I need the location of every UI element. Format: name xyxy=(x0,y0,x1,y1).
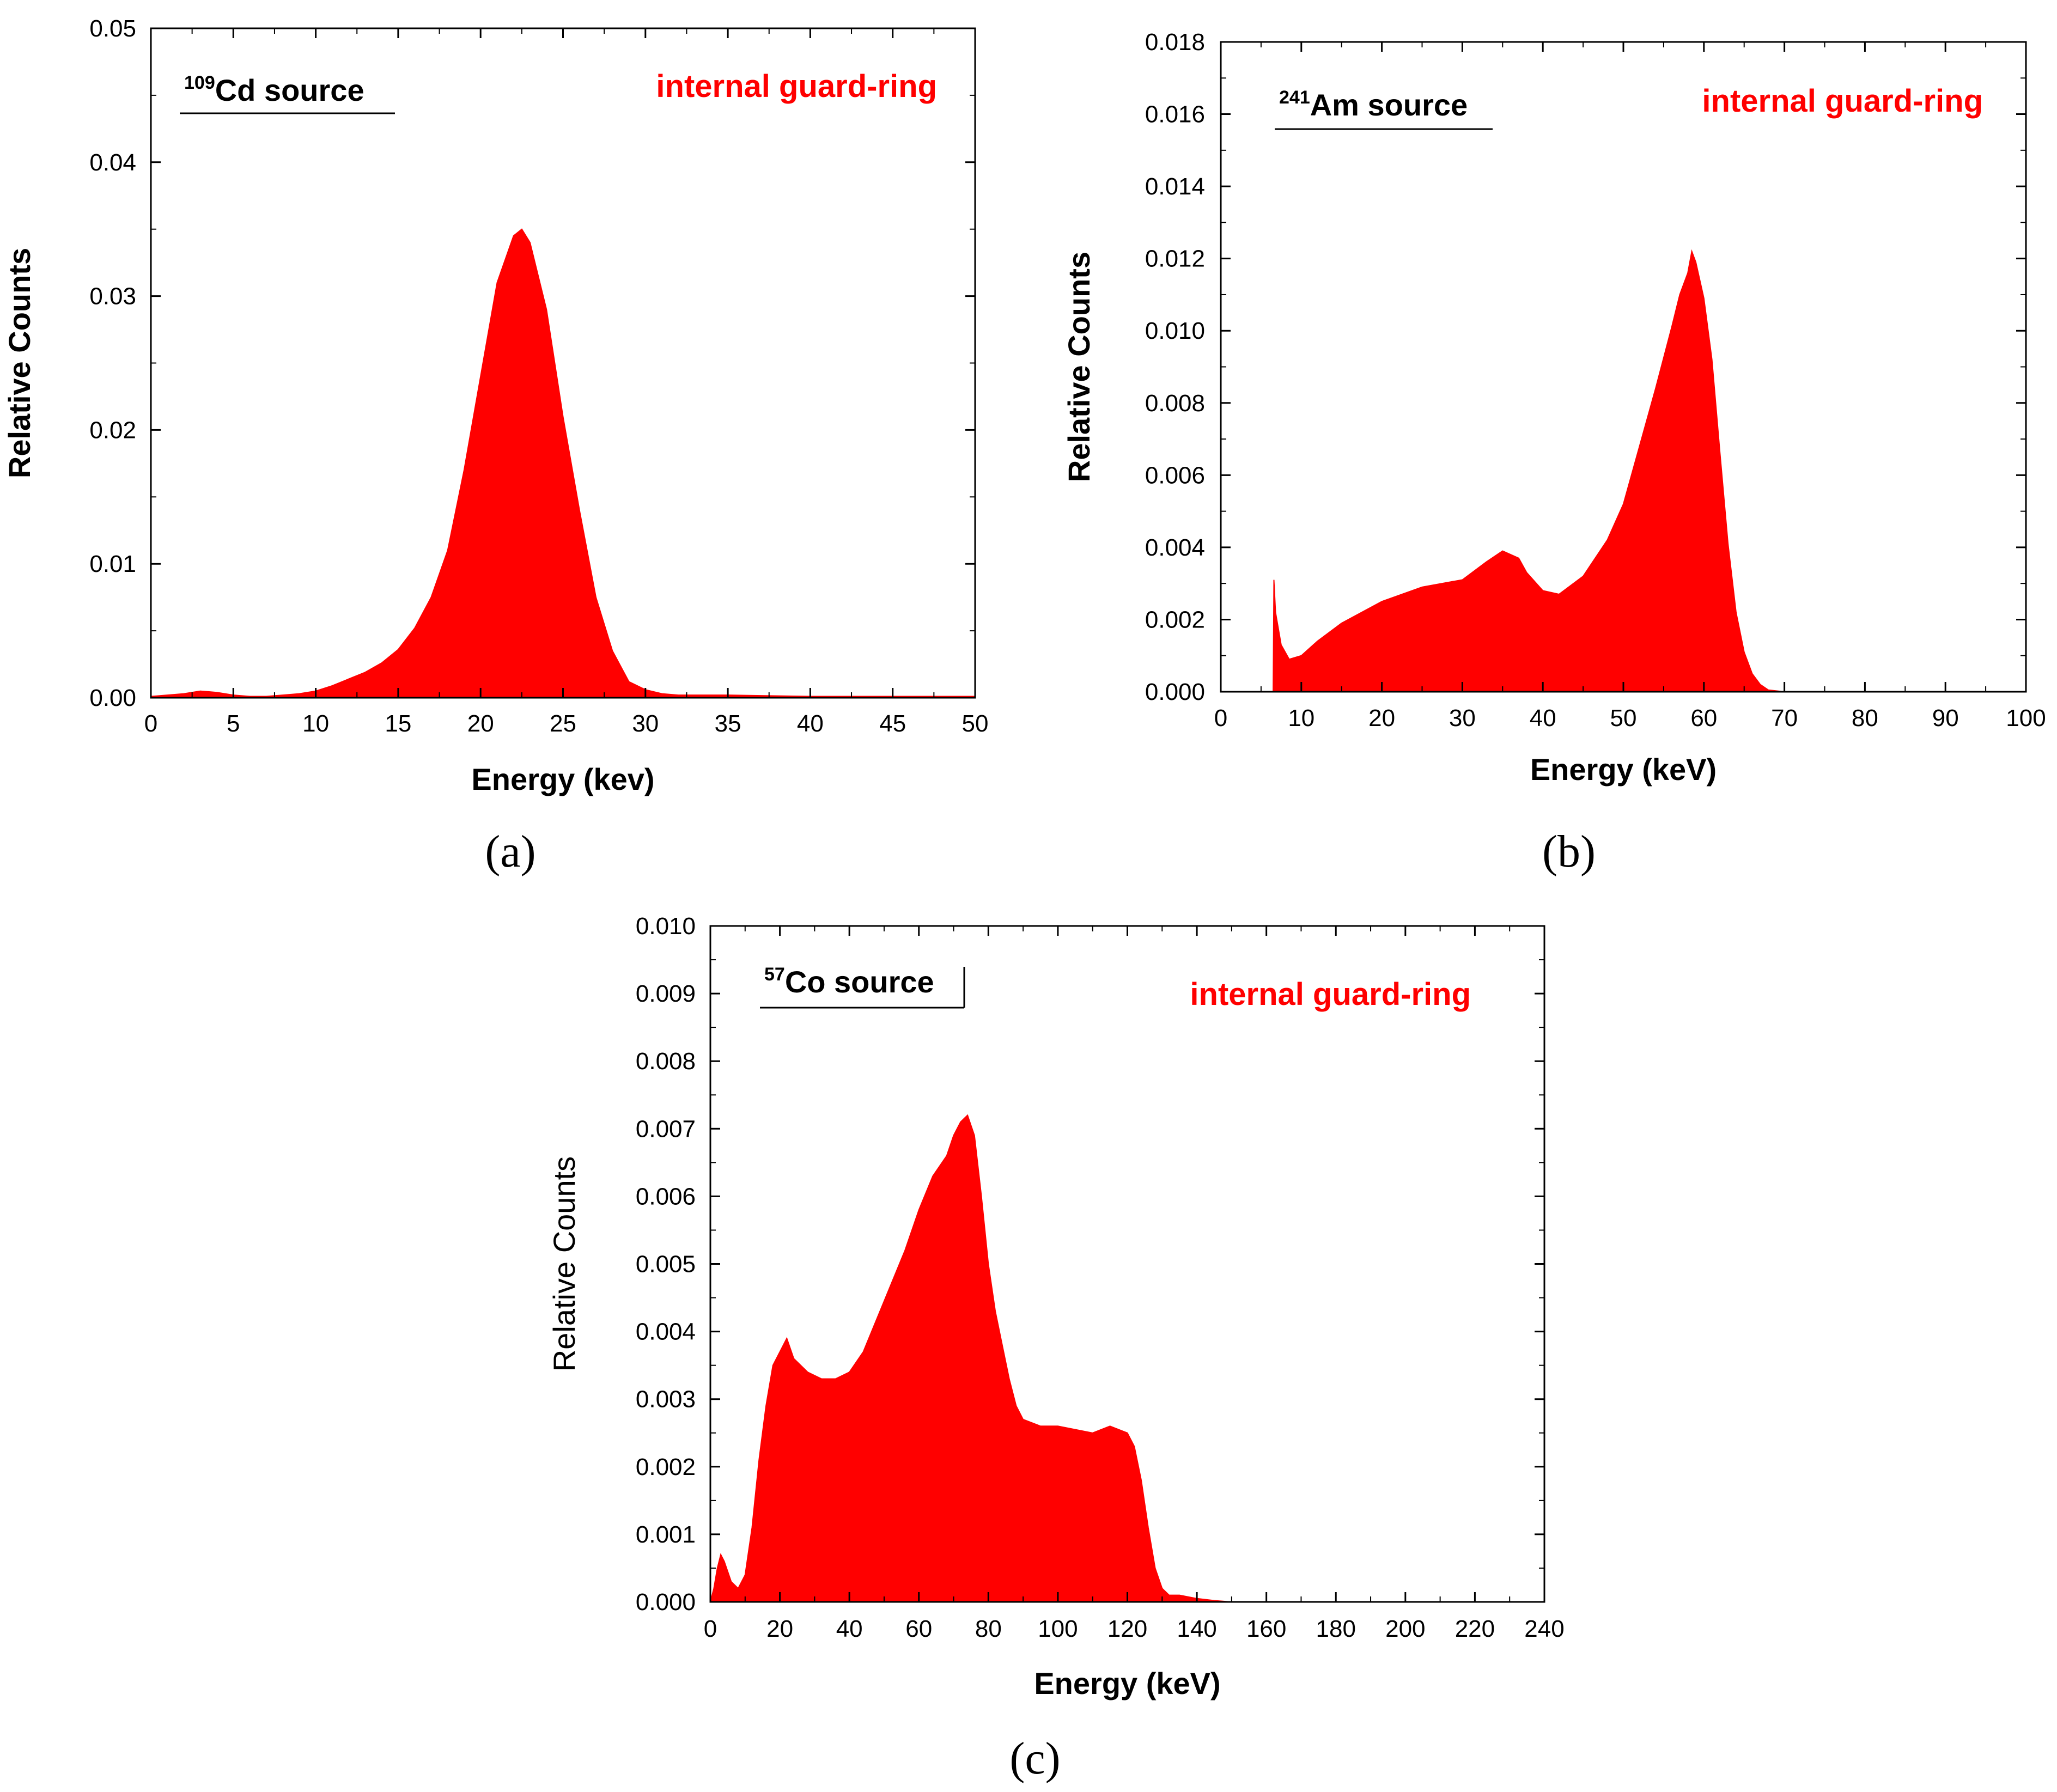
condition-label: internal guard-ring xyxy=(1702,83,1983,119)
x-tick-label: 40 xyxy=(836,1616,863,1642)
isotope-superscript: 241 xyxy=(1279,87,1310,108)
x-tick-label: 5 xyxy=(227,710,240,737)
x-tick-label: 0 xyxy=(1214,705,1227,732)
x-tick-label: 60 xyxy=(905,1616,932,1642)
isotope-superscript: 57 xyxy=(764,964,785,985)
chart-c: 0 20 40 60 80 100 120 140 160 180 200 220 240 0.000 0.… xyxy=(547,913,1565,1700)
x-tick-label: 50 xyxy=(1610,705,1637,732)
source-label: 241Am source xyxy=(1279,87,1468,122)
source-label: 109Cd source xyxy=(184,72,364,107)
x-tick-label: 180 xyxy=(1316,1616,1356,1642)
x-tick-label: 80 xyxy=(975,1616,1002,1642)
x-tick-label: 15 xyxy=(385,710,411,737)
y-tick-label: 0.001 xyxy=(636,1521,696,1548)
x-axis-label: Energy (keV) xyxy=(1034,1666,1220,1700)
x-tick-label: 200 xyxy=(1385,1616,1425,1642)
y-tick-label: 0.04 xyxy=(89,149,136,176)
spectrum-area xyxy=(1273,249,1785,692)
source-name: Co source xyxy=(785,965,934,999)
x-tick-label: 30 xyxy=(632,710,659,737)
x-tick-label: 240 xyxy=(1524,1616,1564,1642)
chart-a: 0 5 10 15 20 25 30 35 40 45 50 0.00 0.01 0.02 0.03 0.04… xyxy=(2,15,988,796)
y-tick-label: 0.01 xyxy=(89,551,136,577)
x-tick-label: 220 xyxy=(1455,1616,1495,1642)
y-tick-label: 0.018 xyxy=(1145,29,1205,56)
x-tick-label: 40 xyxy=(797,710,824,737)
spectrum-area xyxy=(150,228,976,698)
y-axis-label: Relative Counts xyxy=(2,248,36,478)
source-name: Am source xyxy=(1310,88,1468,122)
y-tick-label: 0.012 xyxy=(1145,246,1205,272)
y-tick-label: 0.010 xyxy=(1145,318,1205,344)
y-tick-label: 0.003 xyxy=(636,1386,696,1413)
x-tick-label: 30 xyxy=(1449,705,1476,732)
y-axis-label: Relative Counts xyxy=(1062,252,1096,482)
y-tick-label: 0.03 xyxy=(89,283,136,310)
spectrum-area xyxy=(709,1114,1544,1602)
x-tick-label: 45 xyxy=(879,710,906,737)
y-tick-label: 0.005 xyxy=(636,1251,696,1278)
y-tick-label: 0.008 xyxy=(1145,390,1205,417)
x-tick-label: 10 xyxy=(302,710,329,737)
x-tick-label: 20 xyxy=(467,710,494,737)
source-label: 57Co source xyxy=(764,964,934,999)
y-tick-label: 0.006 xyxy=(1145,462,1205,489)
y-tick-label: 0.009 xyxy=(636,980,696,1007)
x-tick-label: 25 xyxy=(550,710,576,737)
x-tick-label: 50 xyxy=(962,710,989,737)
y-tick-label: 0.004 xyxy=(1145,534,1205,561)
y-tick-label: 0.00 xyxy=(89,685,136,711)
x-tick-label: 60 xyxy=(1690,705,1717,732)
x-axis-label: Energy (kev) xyxy=(471,762,654,796)
x-tick-label: 20 xyxy=(1368,705,1395,732)
panel-caption-c: (c) xyxy=(1009,1733,1061,1784)
x-tick-label: 40 xyxy=(1530,705,1556,732)
y-tick-label: 0.002 xyxy=(636,1454,696,1480)
y-tick-label: 0.014 xyxy=(1145,173,1205,200)
chart-b: 0 10 20 30 40 50 60 70 80 90 100 0.000 0.002 0.004 0.0… xyxy=(1062,29,2046,787)
y-tick-label: 0.000 xyxy=(1145,679,1205,705)
x-tick-label: 120 xyxy=(1107,1616,1147,1642)
x-tick-label: 140 xyxy=(1177,1616,1216,1642)
panel-caption-a: (a) xyxy=(485,826,536,877)
x-tick-label: 20 xyxy=(766,1616,793,1642)
y-tick-label: 0.002 xyxy=(1145,606,1205,633)
source-name: Cd source xyxy=(215,73,364,107)
y-tick-label: 0.004 xyxy=(636,1319,696,1345)
condition-label: internal guard-ring xyxy=(1190,977,1471,1012)
x-axis-label: Energy (keV) xyxy=(1530,752,1717,787)
x-tick-label: 160 xyxy=(1246,1616,1286,1642)
y-tick-label: 0.006 xyxy=(636,1183,696,1210)
x-tick-label: 100 xyxy=(2006,705,2046,732)
y-tick-label: 0.05 xyxy=(89,15,136,42)
x-tick-label: 10 xyxy=(1288,705,1314,732)
panel-caption-b: (b) xyxy=(1542,826,1596,877)
x-tick-label: 100 xyxy=(1038,1616,1078,1642)
y-tick-label: 0.000 xyxy=(636,1589,696,1616)
x-tick-label: 70 xyxy=(1771,705,1798,732)
condition-label: internal guard-ring xyxy=(656,69,937,104)
x-tick-label: 0 xyxy=(144,710,157,737)
y-tick-label: 0.010 xyxy=(636,913,696,940)
x-tick-label: 90 xyxy=(1932,705,1959,732)
isotope-superscript: 109 xyxy=(184,72,215,93)
y-axis-label: Relative Counts xyxy=(547,1156,581,1372)
y-tick-label: 0.02 xyxy=(89,417,136,443)
x-tick-label: 35 xyxy=(715,710,741,737)
y-tick-label: 0.016 xyxy=(1145,101,1205,128)
x-tick-label: 0 xyxy=(704,1616,717,1642)
y-tick-label: 0.007 xyxy=(636,1116,696,1142)
x-tick-label: 80 xyxy=(1852,705,1878,732)
y-tick-label: 0.008 xyxy=(636,1048,696,1075)
